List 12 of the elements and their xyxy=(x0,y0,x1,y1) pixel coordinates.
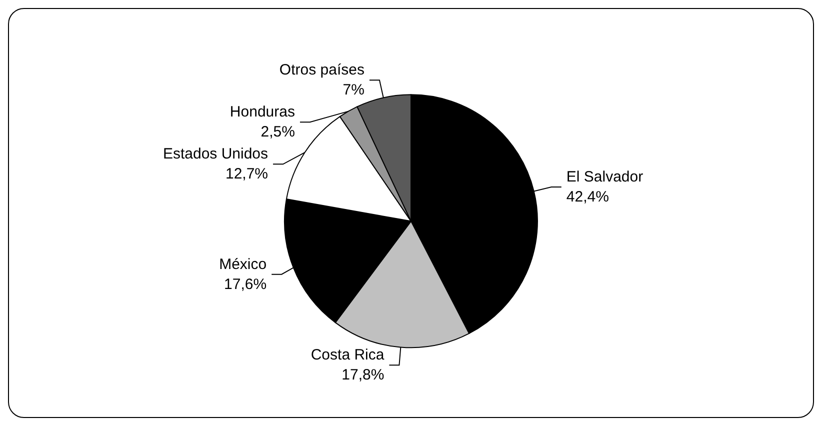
data-label: 12,7% xyxy=(225,166,268,183)
slice-label: Estados Unidos xyxy=(162,146,268,163)
slice-label: México xyxy=(219,256,267,273)
data-label: 2,5% xyxy=(260,124,295,141)
data-label: 17,8% xyxy=(342,366,384,384)
slice-label: Costa Rica xyxy=(310,346,385,364)
data-label: 17,6% xyxy=(224,276,267,293)
data-label: 7% xyxy=(342,82,364,99)
slice-label: Honduras xyxy=(230,104,295,121)
data-label: 42,4% xyxy=(566,188,609,206)
slice-label: El Salvador xyxy=(566,168,644,186)
slice-label: Otros países xyxy=(279,62,364,79)
